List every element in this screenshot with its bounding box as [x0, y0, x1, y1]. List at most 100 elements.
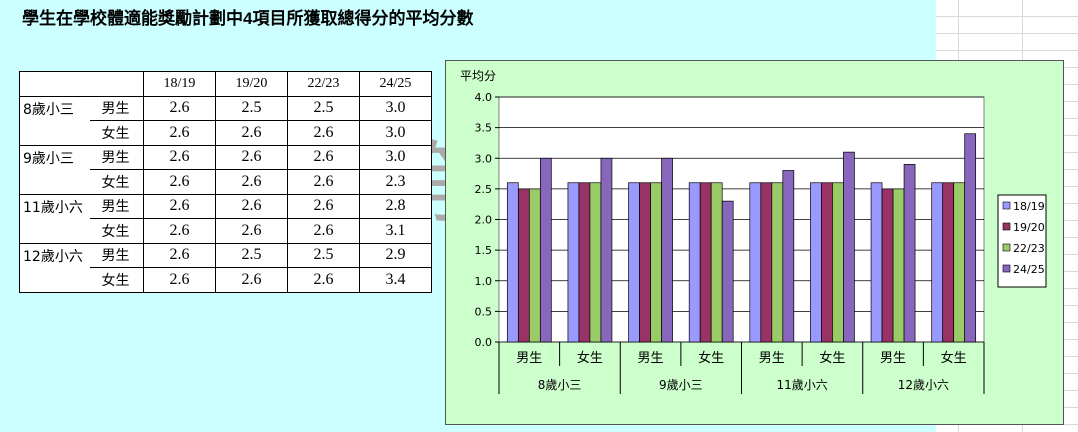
table-row: 女生 2.6 2.6 2.6 2.3: [19, 169, 432, 195]
y-tick-label: 1.5: [475, 244, 493, 257]
score-cell: 3.4: [359, 267, 432, 293]
bar: [810, 182, 822, 343]
x-group-label: 9歲小三: [659, 378, 703, 392]
x-category-label: 女生: [698, 350, 724, 366]
table-row: 11歲小六 男生 2.6 2.6 2.6 2.8: [19, 193, 432, 219]
bar: [600, 157, 613, 343]
score-cell: 2.6: [143, 267, 216, 293]
x-category-label: 女生: [819, 350, 845, 366]
bar: [942, 182, 955, 343]
bar: [650, 182, 662, 343]
table-corner-cell: [19, 71, 144, 97]
year-header-cell: 22/23: [287, 71, 360, 97]
score-cell: 2.6: [143, 95, 216, 121]
year-header-cell: 19/20: [215, 71, 288, 97]
bar: [821, 182, 833, 343]
year-header-cell: 18/19: [143, 71, 216, 97]
score-cell: 2.5: [287, 242, 360, 268]
x-category-label: 女生: [577, 350, 603, 366]
age-group-cell: [19, 218, 90, 244]
y-tick-label: 0.0: [475, 336, 493, 349]
score-cell: 2.6: [287, 144, 360, 170]
score-cell: 2.6: [215, 120, 288, 146]
table-row: 9歲小三 男生 2.6 2.6 2.6 3.0: [19, 144, 432, 170]
score-cell: 2.5: [287, 95, 360, 121]
x-category-label: 男生: [759, 351, 785, 366]
x-group-label: 11歲小六: [776, 378, 827, 392]
score-cell: 2.5: [215, 242, 288, 268]
score-cell: 2.6: [287, 169, 360, 195]
bar: [528, 188, 541, 343]
age-group-cell: 8歲小三: [19, 95, 90, 121]
score-cell: 2.9: [359, 242, 432, 268]
legend-swatch: [1002, 201, 1011, 210]
score-cell: 2.6: [215, 218, 288, 244]
x-category-label: 女生: [941, 350, 967, 366]
score-cell: 2.6: [143, 218, 216, 244]
score-cell: 2.6: [143, 193, 216, 219]
score-cell: 2.3: [359, 169, 432, 195]
score-cell: 2.6: [143, 120, 216, 146]
age-group-cell: 12歲小六: [19, 242, 90, 268]
score-cell: 3.0: [359, 95, 432, 121]
bar: [771, 182, 784, 343]
gender-cell: 男生: [89, 193, 144, 219]
bar: [903, 164, 916, 343]
bar-chart: 平均分 0.0 0.5 1.0 1.5 2.0 2.5 3.0 3.5 4.0 男生 女生 男生 女生 男生…: [460, 69, 1047, 394]
bar: [832, 182, 844, 343]
y-tick-label: 4.0: [475, 91, 493, 104]
x-category-label: 男生: [516, 351, 542, 366]
y-tick-label: 1.0: [475, 275, 493, 288]
legend-label: 19/20: [1013, 221, 1045, 234]
y-axis-title: 平均分: [460, 69, 496, 83]
bar: [639, 182, 651, 343]
y-tick-label: 2.5: [475, 183, 493, 196]
gender-cell: 女生: [89, 169, 144, 195]
bar: [688, 182, 701, 343]
age-group-cell: [19, 120, 90, 146]
table-row: 女生 2.6 2.6 2.6 3.0: [19, 120, 432, 146]
bar: [710, 182, 723, 343]
score-cell: 2.6: [143, 144, 216, 170]
bar: [517, 188, 530, 343]
score-cell: 2.6: [287, 267, 360, 293]
gender-cell: 女生: [89, 120, 144, 146]
score-cell: 2.6: [215, 169, 288, 195]
gender-cell: 女生: [89, 267, 144, 293]
x-group-label: 12歲小六: [898, 378, 949, 392]
bar: [843, 151, 855, 343]
legend-swatch: [1002, 264, 1011, 273]
y-tick-label: 2.0: [475, 214, 493, 227]
bar: [661, 157, 673, 343]
table-row: 12歲小六 男生 2.6 2.5 2.5 2.9: [19, 242, 432, 268]
legend-label: 24/25: [1013, 263, 1045, 276]
bar: [953, 182, 966, 343]
score-cell: 3.0: [359, 120, 432, 146]
score-table: 18/19 19/20 22/23 24/25 8歲小三 男生 2.6 2.5 2.5 3.0 女生…: [19, 71, 432, 293]
bar: [589, 182, 602, 343]
year-header-cell: 24/25: [359, 71, 432, 97]
gender-cell: 男生: [89, 242, 144, 268]
bar: [782, 170, 795, 343]
bar: [870, 182, 883, 343]
score-cell: 2.6: [287, 218, 360, 244]
table-header-row: 18/19 19/20 22/23 24/25: [19, 71, 432, 97]
age-group-cell: 9歲小三: [19, 144, 90, 170]
page-title: 學生在學校體適能獎勵計劃中4項目所獲取總得分的平均分數: [22, 9, 474, 28]
bar: [699, 182, 712, 343]
score-cell: 2.6: [143, 242, 216, 268]
score-cell: 2.6: [215, 144, 288, 170]
bar: [931, 182, 944, 343]
bar: [721, 200, 734, 343]
legend-swatch: [1002, 243, 1011, 252]
y-tick-label: 3.5: [475, 122, 493, 135]
y-tick-label: 0.5: [475, 305, 493, 318]
x-category-label: 男生: [638, 351, 664, 366]
chart-area[interactable]: 平均分 0.0 0.5 1.0 1.5 2.0 2.5 3.0 3.5 4.0 男生 女生 男生 女生 男生…: [445, 60, 1064, 425]
gender-cell: 男生: [89, 144, 144, 170]
y-tick-label: 3.0: [475, 152, 493, 165]
table-row: 8歲小三 男生 2.6 2.5 2.5 3.0: [19, 95, 432, 121]
age-group-cell: [19, 267, 90, 293]
bar: [892, 188, 905, 343]
score-cell: 2.5: [215, 95, 288, 121]
